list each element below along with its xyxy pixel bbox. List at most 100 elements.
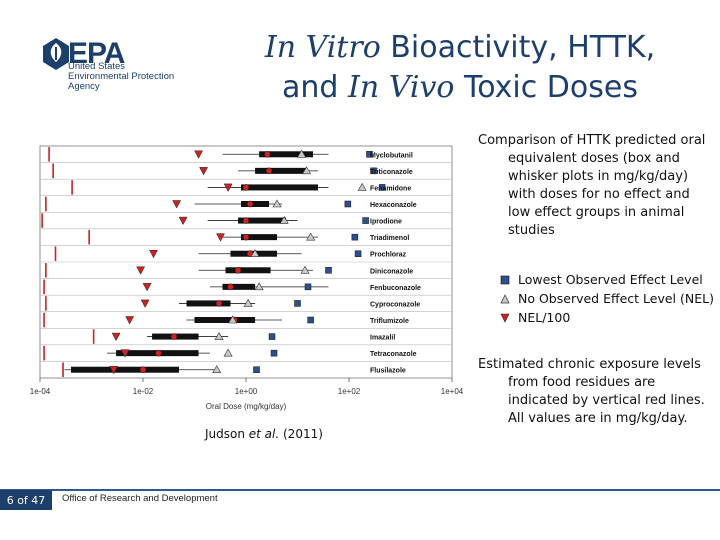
title-italic: In Vivo bbox=[348, 70, 455, 105]
nel-marker bbox=[279, 215, 289, 224]
nel-marker bbox=[297, 149, 307, 158]
x-tick-label: 1e-02 bbox=[133, 387, 154, 396]
slide-title: In Vitro Bioactivity, HTTK, and In Vivo … bbox=[210, 28, 710, 108]
legend-item-nel: No Observed Effect Level (NEL) bbox=[500, 289, 714, 308]
loel-marker bbox=[366, 151, 373, 158]
median-point bbox=[264, 151, 271, 158]
median-point bbox=[242, 217, 250, 224]
chemical-label: Triticonazole bbox=[370, 169, 413, 176]
box bbox=[241, 184, 318, 191]
legend-item-loel: Lowest Observed Effect Level bbox=[500, 270, 714, 289]
nel100-marker bbox=[109, 365, 119, 375]
gray-triangle-icon bbox=[500, 293, 510, 303]
chemical-label: Iprodione bbox=[370, 219, 402, 226]
chemical-label: Fenbuconazole bbox=[370, 285, 421, 292]
title-italic: In Vitro bbox=[264, 30, 381, 65]
blue-square-icon bbox=[500, 275, 510, 284]
nel100-marker bbox=[223, 183, 233, 192]
nel-marker bbox=[300, 265, 310, 274]
median-point bbox=[242, 184, 250, 191]
loel-marker bbox=[370, 167, 377, 175]
nel100-marker bbox=[140, 299, 150, 308]
page-number: 6 of 47 bbox=[0, 490, 52, 510]
loel-marker bbox=[270, 349, 278, 357]
median-point bbox=[227, 283, 234, 291]
logo-sub-line: Agency bbox=[68, 81, 100, 92]
median-point bbox=[155, 349, 162, 357]
box bbox=[241, 201, 270, 207]
title-text: and bbox=[282, 70, 349, 105]
nel100-marker bbox=[142, 283, 152, 292]
loel-marker bbox=[307, 316, 314, 324]
nel100-marker bbox=[111, 332, 121, 342]
loel-marker bbox=[268, 333, 276, 340]
footer-divider bbox=[0, 489, 720, 491]
title-text: Bioactivity, HTTK, bbox=[380, 30, 656, 65]
median-point bbox=[215, 300, 223, 307]
box bbox=[186, 300, 231, 307]
nel100-marker bbox=[120, 349, 130, 358]
comparison-note: Comparison of HTTK predicted oral equiva… bbox=[478, 133, 706, 238]
x-tick-label: 1e+04 bbox=[441, 387, 464, 396]
chemical-label: Tetraconazole bbox=[370, 351, 417, 358]
nel100-marker bbox=[216, 233, 225, 242]
loel-marker bbox=[344, 200, 352, 208]
legend-label: NEL/100 bbox=[518, 309, 571, 325]
box bbox=[241, 234, 278, 241]
red-triangle-down-icon bbox=[500, 313, 510, 323]
legend-label: Lowest Observed Effect Level bbox=[518, 271, 703, 287]
nel-marker bbox=[302, 166, 312, 175]
median-point bbox=[139, 366, 147, 373]
median-point bbox=[265, 167, 273, 175]
x-axis-label: Oral Dose (mg/kg/day) bbox=[206, 402, 287, 411]
box bbox=[238, 217, 287, 224]
box bbox=[225, 267, 271, 274]
box bbox=[259, 151, 314, 158]
citation-etal: et al. bbox=[248, 427, 280, 441]
nel100-marker bbox=[178, 216, 188, 226]
chemical-label: Myclobutanil bbox=[370, 152, 413, 159]
x-tick-label: 1e-04 bbox=[30, 387, 51, 396]
chemical-label: Prochloraz bbox=[370, 252, 407, 259]
legend-label: No Observed Effect Level (NEL) bbox=[518, 290, 714, 306]
nel100-marker bbox=[136, 266, 146, 275]
loel-marker bbox=[362, 217, 369, 224]
chart-legend: Lowest Observed Effect Level No Observed… bbox=[500, 270, 714, 327]
loel-marker bbox=[304, 283, 312, 291]
title-text: Toxic Doses bbox=[454, 70, 638, 105]
logo-agency-name: United States Environmental Protection A… bbox=[68, 62, 198, 92]
chemical-label: Flusilazole bbox=[370, 368, 406, 375]
median-point bbox=[170, 333, 178, 340]
nel100-marker bbox=[172, 200, 182, 209]
nel-marker bbox=[357, 182, 367, 191]
logo-sub-line: United States bbox=[68, 61, 126, 72]
median-point bbox=[234, 267, 242, 274]
nel100-marker bbox=[149, 249, 158, 259]
chemical-label: Triadimenol bbox=[370, 235, 409, 242]
loel-marker bbox=[294, 300, 301, 307]
nel-marker bbox=[254, 282, 264, 291]
nel-marker bbox=[272, 199, 282, 208]
chemical-label: Fenamidone bbox=[370, 185, 411, 192]
box bbox=[255, 167, 307, 174]
nel-marker bbox=[228, 315, 238, 324]
chemical-label: Diniconazole bbox=[370, 268, 413, 275]
nel-marker bbox=[306, 232, 316, 241]
logo-wordmark: EPA bbox=[68, 37, 125, 70]
nel-marker bbox=[223, 348, 233, 357]
nel100-marker bbox=[199, 167, 208, 176]
box bbox=[222, 283, 256, 290]
loel-marker bbox=[253, 366, 260, 373]
chemical-label: Imazalil bbox=[370, 335, 395, 342]
nel-marker bbox=[212, 365, 222, 374]
citation: Judson et al. (2011) bbox=[205, 427, 323, 441]
nel-marker bbox=[214, 331, 224, 340]
median-point bbox=[246, 200, 254, 208]
nel100-marker bbox=[194, 150, 203, 159]
x-tick-label: 1e+00 bbox=[235, 387, 258, 396]
loel-marker bbox=[378, 184, 386, 191]
legend-item-nel100: NEL/100 bbox=[500, 308, 714, 327]
nel-marker bbox=[243, 298, 253, 307]
loel-marker bbox=[354, 250, 362, 257]
